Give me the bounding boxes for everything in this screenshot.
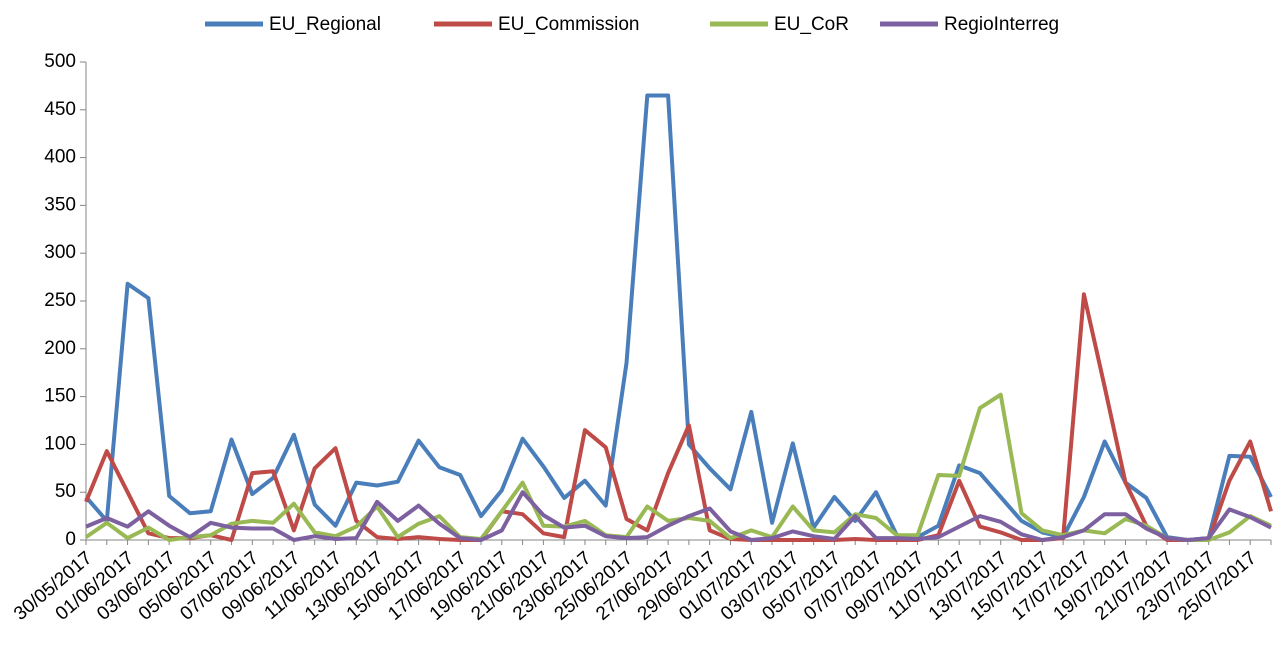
- legend-label: EU_CoR: [774, 14, 849, 35]
- y-tick-label: 300: [44, 242, 76, 263]
- y-tick-label: 0: [65, 529, 76, 550]
- legend-label: EU_Regional: [269, 14, 381, 35]
- y-tick-label: 400: [44, 147, 76, 168]
- y-tick-label: 150: [44, 386, 76, 407]
- legend-label: EU_Commission: [498, 14, 639, 35]
- y-tick-label: 200: [44, 338, 76, 359]
- series-line: [85, 490, 1272, 542]
- series-line: [84, 93, 1273, 542]
- series-line: [84, 292, 1273, 542]
- y-tick-label: 500: [44, 51, 76, 72]
- y-tick-label: 50: [55, 481, 76, 502]
- y-tick-label: 350: [44, 194, 76, 215]
- y-tick-label: 450: [44, 99, 76, 120]
- legend-label: RegioInterreg: [944, 14, 1059, 35]
- y-tick-label: 250: [44, 290, 76, 311]
- y-tick-label: 100: [44, 433, 76, 454]
